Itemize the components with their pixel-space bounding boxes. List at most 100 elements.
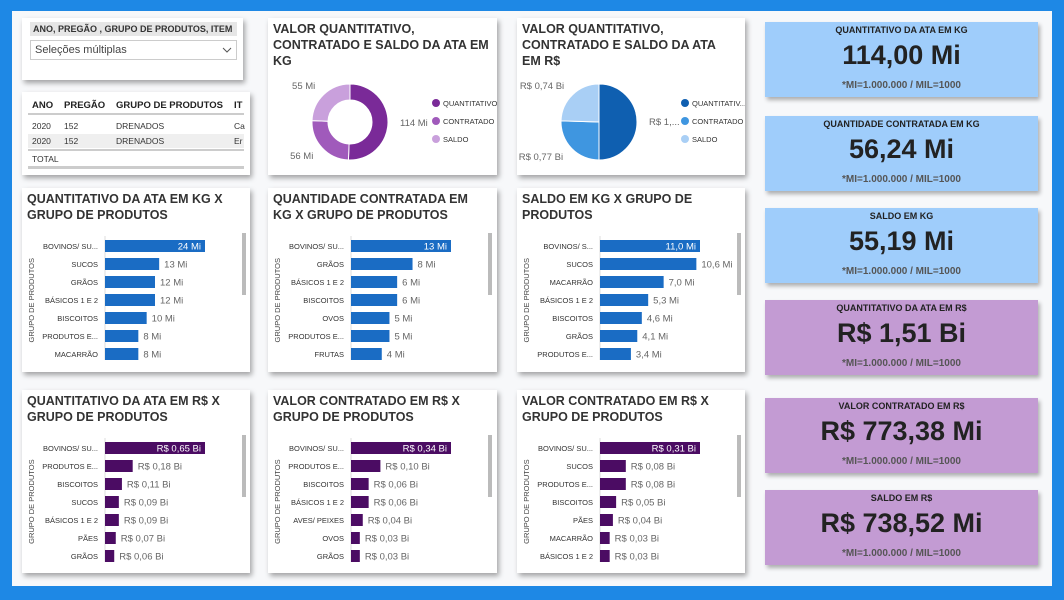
category-label: GRÃOS <box>317 552 344 561</box>
slice-label: R$ 0,74 Bi <box>520 81 564 92</box>
bar <box>351 276 398 288</box>
chart-svg: GRUPO DE PRODUTOS BOVINOS/ SU... R$ 0,31 B… <box>522 435 741 563</box>
scroll-handle <box>28 166 244 169</box>
bar <box>600 478 626 490</box>
chevron-icon <box>222 47 232 53</box>
axis-title: GRUPO DE PRODUTOS <box>522 258 531 342</box>
bar <box>600 348 631 360</box>
column-header: IT <box>234 100 243 111</box>
scrollbar <box>242 233 246 295</box>
chart-title: QUANTIDADE CONTRATADA EM KG X GRUPO DE P… <box>273 192 468 222</box>
bar <box>600 532 610 544</box>
bar <box>105 550 115 562</box>
bar <box>105 514 119 526</box>
bar <box>351 312 390 324</box>
value-label: 7,0 Mi <box>669 278 695 289</box>
value-label: R$ 0,31 Bi <box>652 444 696 455</box>
axis-title: GRUPO DE PRODUTOS <box>273 459 282 543</box>
chart-svg: GRUPO DE PRODUTOS BOVINOS/ S... 11,0 Mi SUC… <box>522 233 741 361</box>
legend-label: CONTRATADO <box>692 117 744 126</box>
category-label: FRUTAS <box>315 350 344 359</box>
cell: 152 <box>64 136 78 146</box>
bar <box>105 460 133 472</box>
bar <box>351 240 451 252</box>
chart-panel: GRUPO DE PRODUTOS BOVINOS/ SU... R$ 0,34 B… <box>268 390 497 573</box>
chart-panel: GRUPO DE PRODUTOS BOVINOS/ SU... 13 Mi GRÃO… <box>268 188 497 372</box>
category-label: MACARRÃO <box>550 278 594 287</box>
card-title: VALOR CONTRATADO EM R$ <box>838 401 965 411</box>
category-label: OVOS <box>322 314 344 323</box>
card-note: *MI=1.000.000 / MIL=1000 <box>842 358 961 369</box>
slice-label: 55 Mi <box>292 81 315 92</box>
card-value: R$ 1,51 Bi <box>836 318 967 348</box>
cell: DRENADOS <box>116 121 165 131</box>
chart-panel: 114 Mi QUANTITATIVO 56 Mi CONTRATADO 55 Mi SA… <box>268 18 497 175</box>
column-header: GRUPO DE PRODUTOS <box>116 100 223 111</box>
bar <box>600 258 697 270</box>
card-note: *MI=1.000.000 / MIL=1000 <box>842 456 961 467</box>
value-label: 10,6 Mi <box>701 260 732 271</box>
category-label: GRÃOS <box>317 260 344 269</box>
slice-label: R$ 0,77 Bi <box>519 152 563 163</box>
bar <box>600 442 700 454</box>
value-label: 10 Mi <box>152 314 175 325</box>
value-label: 8 Mi <box>143 332 161 343</box>
chart-panel: GRUPO DE PRODUTOS BOVINOS/ SU... R$ 0,65 B… <box>22 390 250 573</box>
value-label: R$ 0,04 Bi <box>368 516 412 527</box>
scrollbar <box>737 435 741 497</box>
bar <box>351 294 398 306</box>
category-label: SUCOS <box>71 260 98 269</box>
bar <box>105 348 139 360</box>
value-label: R$ 0,65 Bi <box>157 444 201 455</box>
chart-svg: GRUPO DE PRODUTOS BOVINOS/ SU... R$ 0,34 B… <box>273 435 492 563</box>
card-value: R$ 773,38 Mi <box>820 416 983 446</box>
value-label: R$ 0,03 Bi <box>615 534 659 545</box>
legend-label: SALDO <box>692 135 718 144</box>
value-label: R$ 0,04 Bi <box>618 516 662 527</box>
chart-svg: 114 Mi QUANTITATIVO 56 Mi CONTRATADO 55 Mi SA… <box>290 81 497 162</box>
bar <box>105 496 119 508</box>
scrollbar <box>488 435 492 497</box>
value-label: 5 Mi <box>394 314 412 325</box>
value-label: 12 Mi <box>160 278 183 289</box>
category-label: BÁSICOS 1 E 2 <box>45 516 98 525</box>
bar <box>105 442 205 454</box>
value-label: R$ 0,09 Bi <box>124 498 168 509</box>
value-label: 11,0 Mi <box>666 242 696 253</box>
legend-label: CONTRATADO <box>443 117 495 126</box>
chart-svg: GRUPO DE PRODUTOS BOVINOS/ SU... 24 Mi SUCO… <box>27 233 246 361</box>
scrollbar <box>488 233 492 295</box>
bar <box>105 240 205 252</box>
slice <box>347 83 389 161</box>
axis-title: GRUPO DE PRODUTOS <box>27 258 36 342</box>
axis-title: GRUPO DE PRODUTOS <box>27 459 36 543</box>
category-label: PRODUTOS E... <box>42 462 98 471</box>
category-label: MACARRÃO <box>55 350 99 359</box>
kpi-card: QUANTITATIVO DA ATA EM KG 114,00 Mi *MI=1.… <box>765 22 1038 97</box>
category-label: BISCOITOS <box>303 296 344 305</box>
kpi-card: QUANTIDADE CONTRATADA EM KG 56,24 Mi *MI=1… <box>765 116 1038 191</box>
value-label: 13 Mi <box>164 260 187 271</box>
card-value: R$ 738,52 Mi <box>820 508 983 538</box>
table: ANO PREGÃO GRUPO DE PRODUTOS IT 2020 152 DRENA… <box>22 92 250 175</box>
category-label: SUCOS <box>566 260 593 269</box>
category-label: BISCOITOS <box>552 498 593 507</box>
category-label: BÁSICOS 1 E 2 <box>291 278 344 287</box>
category-label: PRODUTOS E... <box>288 332 344 341</box>
value-label: 5 Mi <box>394 332 412 343</box>
bar <box>351 532 360 544</box>
chart-svg: GRUPO DE PRODUTOS BOVINOS/ SU... R$ 0,65 B… <box>27 435 246 563</box>
bar <box>351 330 390 342</box>
axis-title: GRUPO DE PRODUTOS <box>522 459 531 543</box>
slicer-dropdown[interactable]: Seleções múltiplas <box>30 40 237 60</box>
slice <box>598 83 638 161</box>
kpi-card: SALDO EM R$ R$ 738,52 Mi *MI=1.000.000 / M… <box>765 490 1038 565</box>
slicer-placeholder: Seleções múltiplas <box>35 44 127 56</box>
category-label: BISCOITOS <box>303 480 344 489</box>
value-label: R$ 0,34 Bi <box>403 444 447 455</box>
value-label: 12 Mi <box>160 296 183 307</box>
category-label: BISCOITOS <box>552 314 593 323</box>
slice-label: R$ 1,... <box>649 117 680 128</box>
bar <box>105 276 155 288</box>
